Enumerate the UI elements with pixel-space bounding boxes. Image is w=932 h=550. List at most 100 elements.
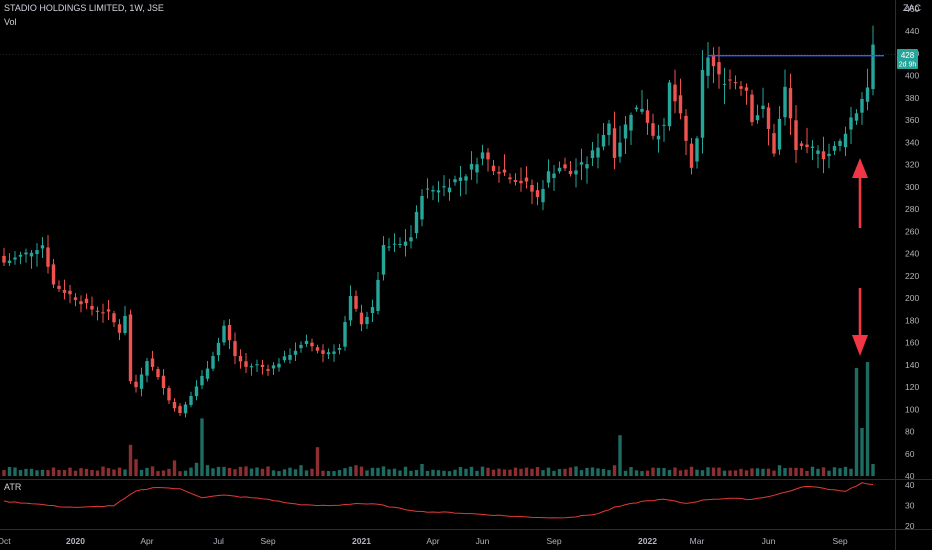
volume-bar bbox=[354, 465, 358, 476]
time-tick-label: Sep bbox=[546, 536, 561, 546]
price-tick-label: 260 bbox=[905, 226, 919, 236]
volume-bar bbox=[717, 467, 721, 476]
time-tick-label: 2021 bbox=[352, 536, 371, 546]
volume-bar bbox=[260, 468, 265, 476]
candle-body bbox=[799, 143, 804, 146]
candle-body bbox=[260, 364, 265, 368]
volume-bar bbox=[425, 470, 430, 476]
candle-body bbox=[821, 151, 826, 160]
time-tick-label: 2020 bbox=[66, 536, 85, 546]
volume-bar bbox=[40, 469, 45, 476]
candle-body bbox=[321, 350, 325, 354]
volume-bar bbox=[244, 466, 248, 476]
candle-body bbox=[123, 315, 127, 333]
candle-body bbox=[733, 82, 738, 84]
volume-bar bbox=[728, 470, 732, 476]
volume-bar bbox=[651, 467, 655, 476]
candle-body bbox=[491, 165, 496, 172]
volume-bar bbox=[524, 467, 529, 476]
volume-bars bbox=[2, 362, 875, 476]
volume-bar bbox=[662, 468, 666, 476]
volume-bar bbox=[205, 465, 210, 476]
axes-layer: 40 60 80 100 120 140 160 180 200 220 240 260 280 300 3… bbox=[0, 4, 919, 546]
candle-body bbox=[354, 296, 358, 309]
volume-bar bbox=[486, 467, 490, 476]
candle-body bbox=[200, 375, 204, 386]
candle-body bbox=[585, 164, 589, 169]
candle-body bbox=[244, 361, 248, 367]
time-tick-label: Jun bbox=[476, 536, 490, 546]
volume-bar bbox=[359, 466, 364, 476]
candle-body bbox=[376, 279, 380, 311]
volume-bar bbox=[640, 471, 644, 476]
volume-bar bbox=[442, 470, 446, 476]
candle-body bbox=[656, 135, 661, 140]
volume-bar bbox=[849, 468, 853, 476]
candle-body bbox=[392, 243, 397, 245]
volume-bar bbox=[310, 468, 314, 476]
candle-body bbox=[563, 164, 567, 169]
candle-body bbox=[266, 369, 270, 371]
volume-bar bbox=[282, 469, 287, 476]
time-tick-label: Jun bbox=[762, 536, 776, 546]
candle-body bbox=[425, 188, 430, 190]
candle-body bbox=[579, 162, 584, 165]
volume-bar bbox=[766, 468, 771, 476]
candle-body bbox=[150, 358, 155, 368]
candle-body bbox=[557, 167, 562, 172]
candle-body bbox=[645, 110, 650, 123]
volume-bar bbox=[761, 468, 765, 476]
volume-bar bbox=[788, 467, 793, 476]
volume-bar bbox=[843, 466, 848, 476]
candle-body bbox=[618, 142, 622, 157]
volume-bar bbox=[865, 362, 870, 476]
candle-body bbox=[667, 82, 672, 127]
candle-body bbox=[590, 150, 595, 159]
candle-body bbox=[673, 84, 677, 102]
volume-bar bbox=[29, 468, 34, 476]
volume-bar bbox=[178, 471, 182, 476]
candles bbox=[2, 25, 875, 418]
volume-bar bbox=[596, 468, 600, 476]
volume-bar bbox=[123, 469, 127, 476]
candle-body bbox=[24, 252, 28, 255]
volume-bar bbox=[827, 470, 831, 476]
candle-body bbox=[453, 179, 457, 183]
volume-bar bbox=[233, 469, 237, 476]
volume-bar bbox=[508, 469, 512, 476]
volume-bar bbox=[700, 470, 705, 476]
volume-bar bbox=[315, 447, 320, 476]
candle-body bbox=[502, 169, 507, 173]
volume-bar bbox=[95, 470, 100, 476]
volume-bar bbox=[673, 467, 677, 476]
volume-bar bbox=[304, 470, 309, 476]
candle-body bbox=[816, 150, 820, 154]
candle-body bbox=[117, 324, 122, 333]
candle-body bbox=[249, 366, 254, 368]
candle-body bbox=[469, 163, 474, 170]
price-tick-label: 340 bbox=[905, 137, 919, 147]
candle-body bbox=[513, 180, 518, 182]
candle-body bbox=[711, 54, 716, 67]
volume-bar bbox=[271, 470, 276, 476]
price-tick-label: 140 bbox=[905, 360, 919, 370]
overlay-layer bbox=[708, 55, 884, 356]
volume-bar bbox=[112, 469, 116, 476]
volume-bar bbox=[337, 470, 342, 476]
price-tick-label: 100 bbox=[905, 404, 919, 414]
candle-body bbox=[728, 79, 732, 81]
volume-bar bbox=[189, 467, 193, 476]
candle-body bbox=[750, 94, 754, 123]
volume-bar bbox=[618, 435, 622, 476]
candle-body bbox=[348, 296, 353, 321]
volume-bar bbox=[783, 468, 787, 476]
candle-body bbox=[414, 211, 419, 234]
volume-bar bbox=[167, 468, 171, 476]
candle-body bbox=[222, 325, 226, 343]
chart-title: STADIO HOLDINGS LIMITED, 1W, JSE bbox=[4, 3, 164, 13]
time-tick-label: Apr bbox=[426, 536, 439, 546]
candle-body bbox=[783, 86, 787, 118]
candle-body bbox=[458, 177, 463, 181]
candle-body bbox=[623, 124, 628, 139]
